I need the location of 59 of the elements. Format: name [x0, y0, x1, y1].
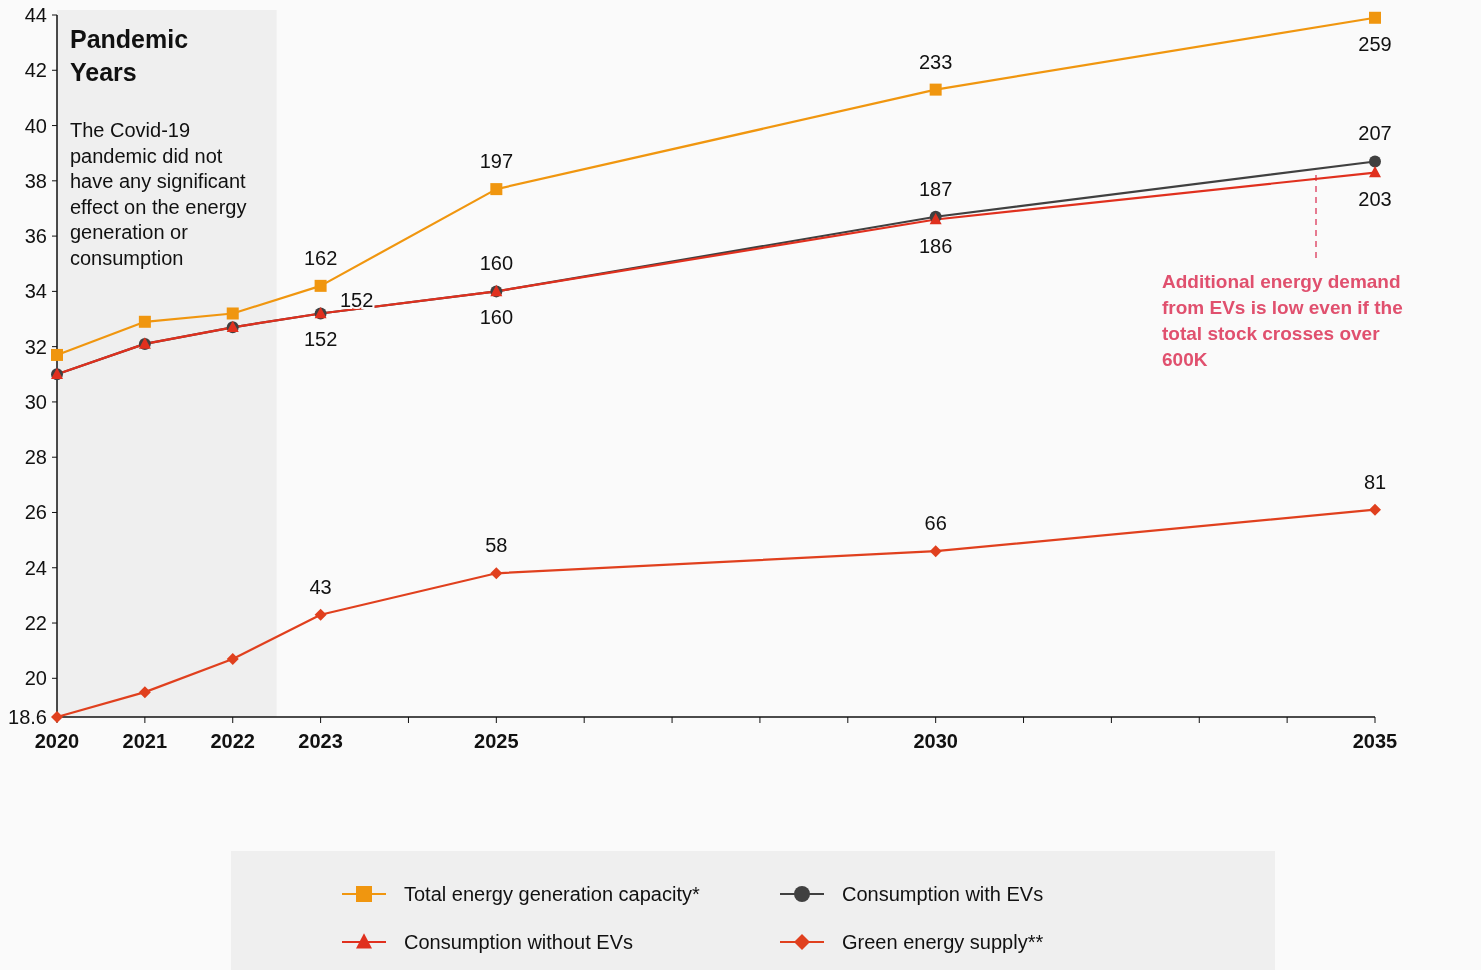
y-tick-label: 42	[24, 59, 47, 82]
point	[1369, 503, 1381, 516]
data-label: 66	[924, 512, 947, 535]
legend-label: Total energy generation capacity*	[404, 883, 700, 905]
data-label: 160	[479, 252, 514, 275]
point	[138, 315, 151, 328]
y-tick-label: 40	[24, 114, 47, 137]
y-tick-label: 24	[24, 556, 47, 579]
point	[51, 348, 63, 361]
data-label: 43	[309, 575, 332, 598]
point	[138, 686, 151, 699]
y-tick-label: 30	[24, 390, 47, 413]
point	[929, 545, 942, 558]
y-tick-label: 38	[24, 169, 47, 192]
x-tick-label: 2035	[1352, 730, 1398, 752]
legend-label: Consumption without EVs	[404, 931, 634, 953]
data-label: 58	[485, 534, 508, 557]
point	[929, 83, 942, 96]
y-tick-label: 34	[24, 280, 47, 303]
y-tick-label: 22	[24, 612, 47, 635]
y-tick-label: 28	[24, 446, 47, 469]
point	[490, 567, 503, 580]
annotation: Additional energy demand from EVs is low even if the total stock crosses over 600K	[1162, 271, 1403, 370]
data-label: 152	[339, 289, 374, 312]
point	[314, 608, 327, 621]
x-tick-label: 2025	[474, 730, 519, 752]
data-label: 187	[918, 177, 953, 200]
point	[1369, 11, 1381, 24]
x-tick-label: 2030	[913, 730, 958, 752]
data-label: 207	[1358, 122, 1392, 145]
data-label: 197	[479, 150, 514, 173]
data-label: 259	[1358, 32, 1392, 55]
x-tick-label: 2023	[298, 730, 343, 752]
legend-label: Consumption with EVs	[842, 883, 1044, 905]
point	[226, 307, 239, 320]
data-label: 233	[918, 50, 953, 73]
data-label: 186	[918, 234, 953, 257]
y-tick-label: 44	[24, 4, 47, 26]
point	[1369, 155, 1381, 168]
data-label: 160	[479, 306, 514, 329]
y-tick-label: 20	[24, 667, 47, 690]
x-tick-label: 2020	[34, 730, 80, 752]
data-label: 152	[303, 328, 338, 351]
point	[314, 279, 327, 292]
point	[1369, 165, 1381, 178]
data-label: 162	[303, 246, 338, 269]
annotation: The Covid-19 pandemic did not have any significant effect on the energy generation or consumption	[70, 119, 247, 269]
data-label: 203	[1358, 187, 1392, 210]
y-tick-label: 18.6	[8, 706, 47, 728]
point	[226, 652, 239, 665]
band-label: Pandemic Years	[70, 25, 189, 86]
y-tick-label: 32	[24, 335, 47, 358]
legend-label: Green energy supply**	[842, 931, 1044, 953]
y-tick-label: 26	[24, 501, 47, 524]
x-tick-label: 2022	[210, 730, 255, 752]
data-label: 81	[1363, 470, 1387, 493]
y-tick-label: 36	[24, 225, 47, 248]
point	[490, 183, 503, 196]
x-tick-label: 2021	[122, 730, 168, 752]
